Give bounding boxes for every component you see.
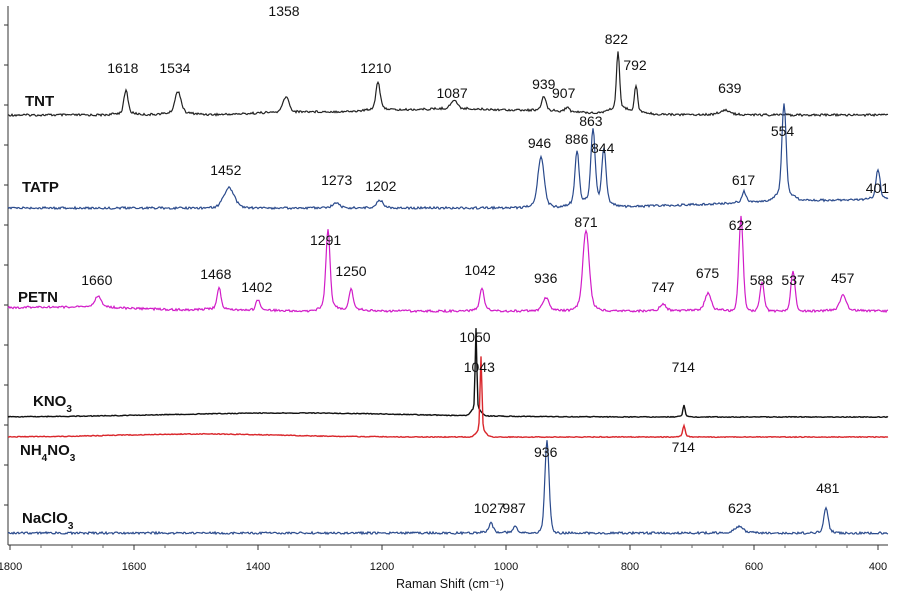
peak-label-naclo3-481: 481: [816, 480, 840, 496]
peak-label-nh4no3-1043: 1043: [464, 359, 495, 375]
peak-label-tnt-1087: 1087: [437, 85, 468, 101]
series-layer: [7, 51, 889, 536]
x-tick-label-800: 800: [621, 561, 639, 573]
peak-label-tnt-822: 822: [605, 31, 629, 47]
peak-label-nh4no3-714: 714: [672, 439, 696, 455]
peak-label-tatp-1273: 1273: [321, 172, 352, 188]
x-tick-layer: 1800 1600 1400 1200 1000 800 600 400: [0, 24, 887, 573]
series-line-tatp: [7, 103, 889, 211]
series-name-kno3: KNO3: [33, 393, 72, 415]
peak-label-tnt-1210: 1210: [360, 60, 391, 76]
peak-label-naclo3-623: 623: [728, 500, 752, 516]
peak-label-petn-1250: 1250: [335, 263, 366, 279]
series-line-nh4no3: [7, 356, 889, 439]
peak-label-tatp-844: 844: [591, 140, 615, 156]
peak-label-tatp-1452: 1452: [210, 162, 241, 178]
peak-label-petn-622: 622: [729, 217, 753, 233]
x-tick-label-600: 600: [745, 561, 763, 573]
x-tick-label-1600: 1600: [122, 561, 146, 573]
peak-label-petn-747: 747: [651, 279, 675, 295]
peak-label-tatp-946: 946: [528, 135, 552, 151]
peak-label-tnt-792: 792: [623, 57, 647, 73]
peak-label-petn-675: 675: [696, 265, 720, 281]
series-line-tnt: [7, 51, 889, 118]
peak-label-petn-1402: 1402: [241, 279, 272, 295]
peak-label-petn-1042: 1042: [464, 262, 495, 278]
peak-label-tnt-1358: 1358: [268, 3, 299, 19]
peak-label-petn-1291: 1291: [310, 232, 341, 248]
peak-label-petn-936: 936: [534, 270, 558, 286]
peak-label-tnt-639: 639: [718, 80, 742, 96]
peak-label-tatp-863: 863: [579, 113, 603, 129]
x-tick-label-400: 400: [869, 561, 887, 573]
series-name-tnt: TNT: [25, 93, 54, 110]
peak-label-tatp-1202: 1202: [365, 178, 396, 194]
series-line-petn: [7, 215, 889, 314]
series-name-layer: TNT TATP PETN KNO3 NH4NO3 NaClO3: [18, 93, 76, 532]
peak-label-tatp-617: 617: [732, 172, 756, 188]
peak-label-petn-457: 457: [831, 270, 855, 286]
peak-label-tatp-554: 554: [771, 123, 795, 139]
series-line-kno3: [7, 328, 889, 419]
peak-label-tnt-1534: 1534: [159, 60, 190, 76]
x-tick-label-1200: 1200: [370, 561, 394, 573]
peak-label-kno3-714: 714: [672, 359, 696, 375]
peak-label-tnt-1618: 1618: [107, 60, 138, 76]
peak-label-petn-1660: 1660: [81, 272, 112, 288]
peak-label-kno3-1050: 1050: [459, 329, 490, 345]
peak-label-naclo3-936: 936: [534, 444, 558, 460]
peak-label-petn-588: 588: [750, 272, 774, 288]
peak-label-naclo3-1027: 1027: [474, 500, 505, 516]
x-axis-title: Raman Shift (cm⁻¹): [396, 577, 504, 591]
peak-label-petn-537: 537: [781, 272, 805, 288]
series-name-naclo3: NaClO3: [22, 510, 74, 532]
x-tick-label-1800: 1800: [0, 561, 22, 573]
peak-label-naclo3-987: 987: [502, 500, 526, 516]
peak-label-petn-871: 871: [574, 214, 598, 230]
peak-label-tatp-401: 401: [866, 180, 890, 196]
x-tick-label-1400: 1400: [246, 561, 270, 573]
peak-label-tnt-939: 939: [532, 76, 556, 92]
peak-label-tnt-907: 907: [552, 85, 576, 101]
series-line-naclo3: [7, 440, 889, 536]
series-name-petn: PETN: [18, 289, 58, 306]
peak-label-tatp-886: 886: [565, 131, 589, 147]
x-tick-label-1000: 1000: [494, 561, 518, 573]
series-name-tatp: TATP: [22, 179, 59, 196]
peak-label-petn-1468: 1468: [200, 266, 231, 282]
series-name-nh4no3: NH4NO3: [20, 442, 76, 464]
